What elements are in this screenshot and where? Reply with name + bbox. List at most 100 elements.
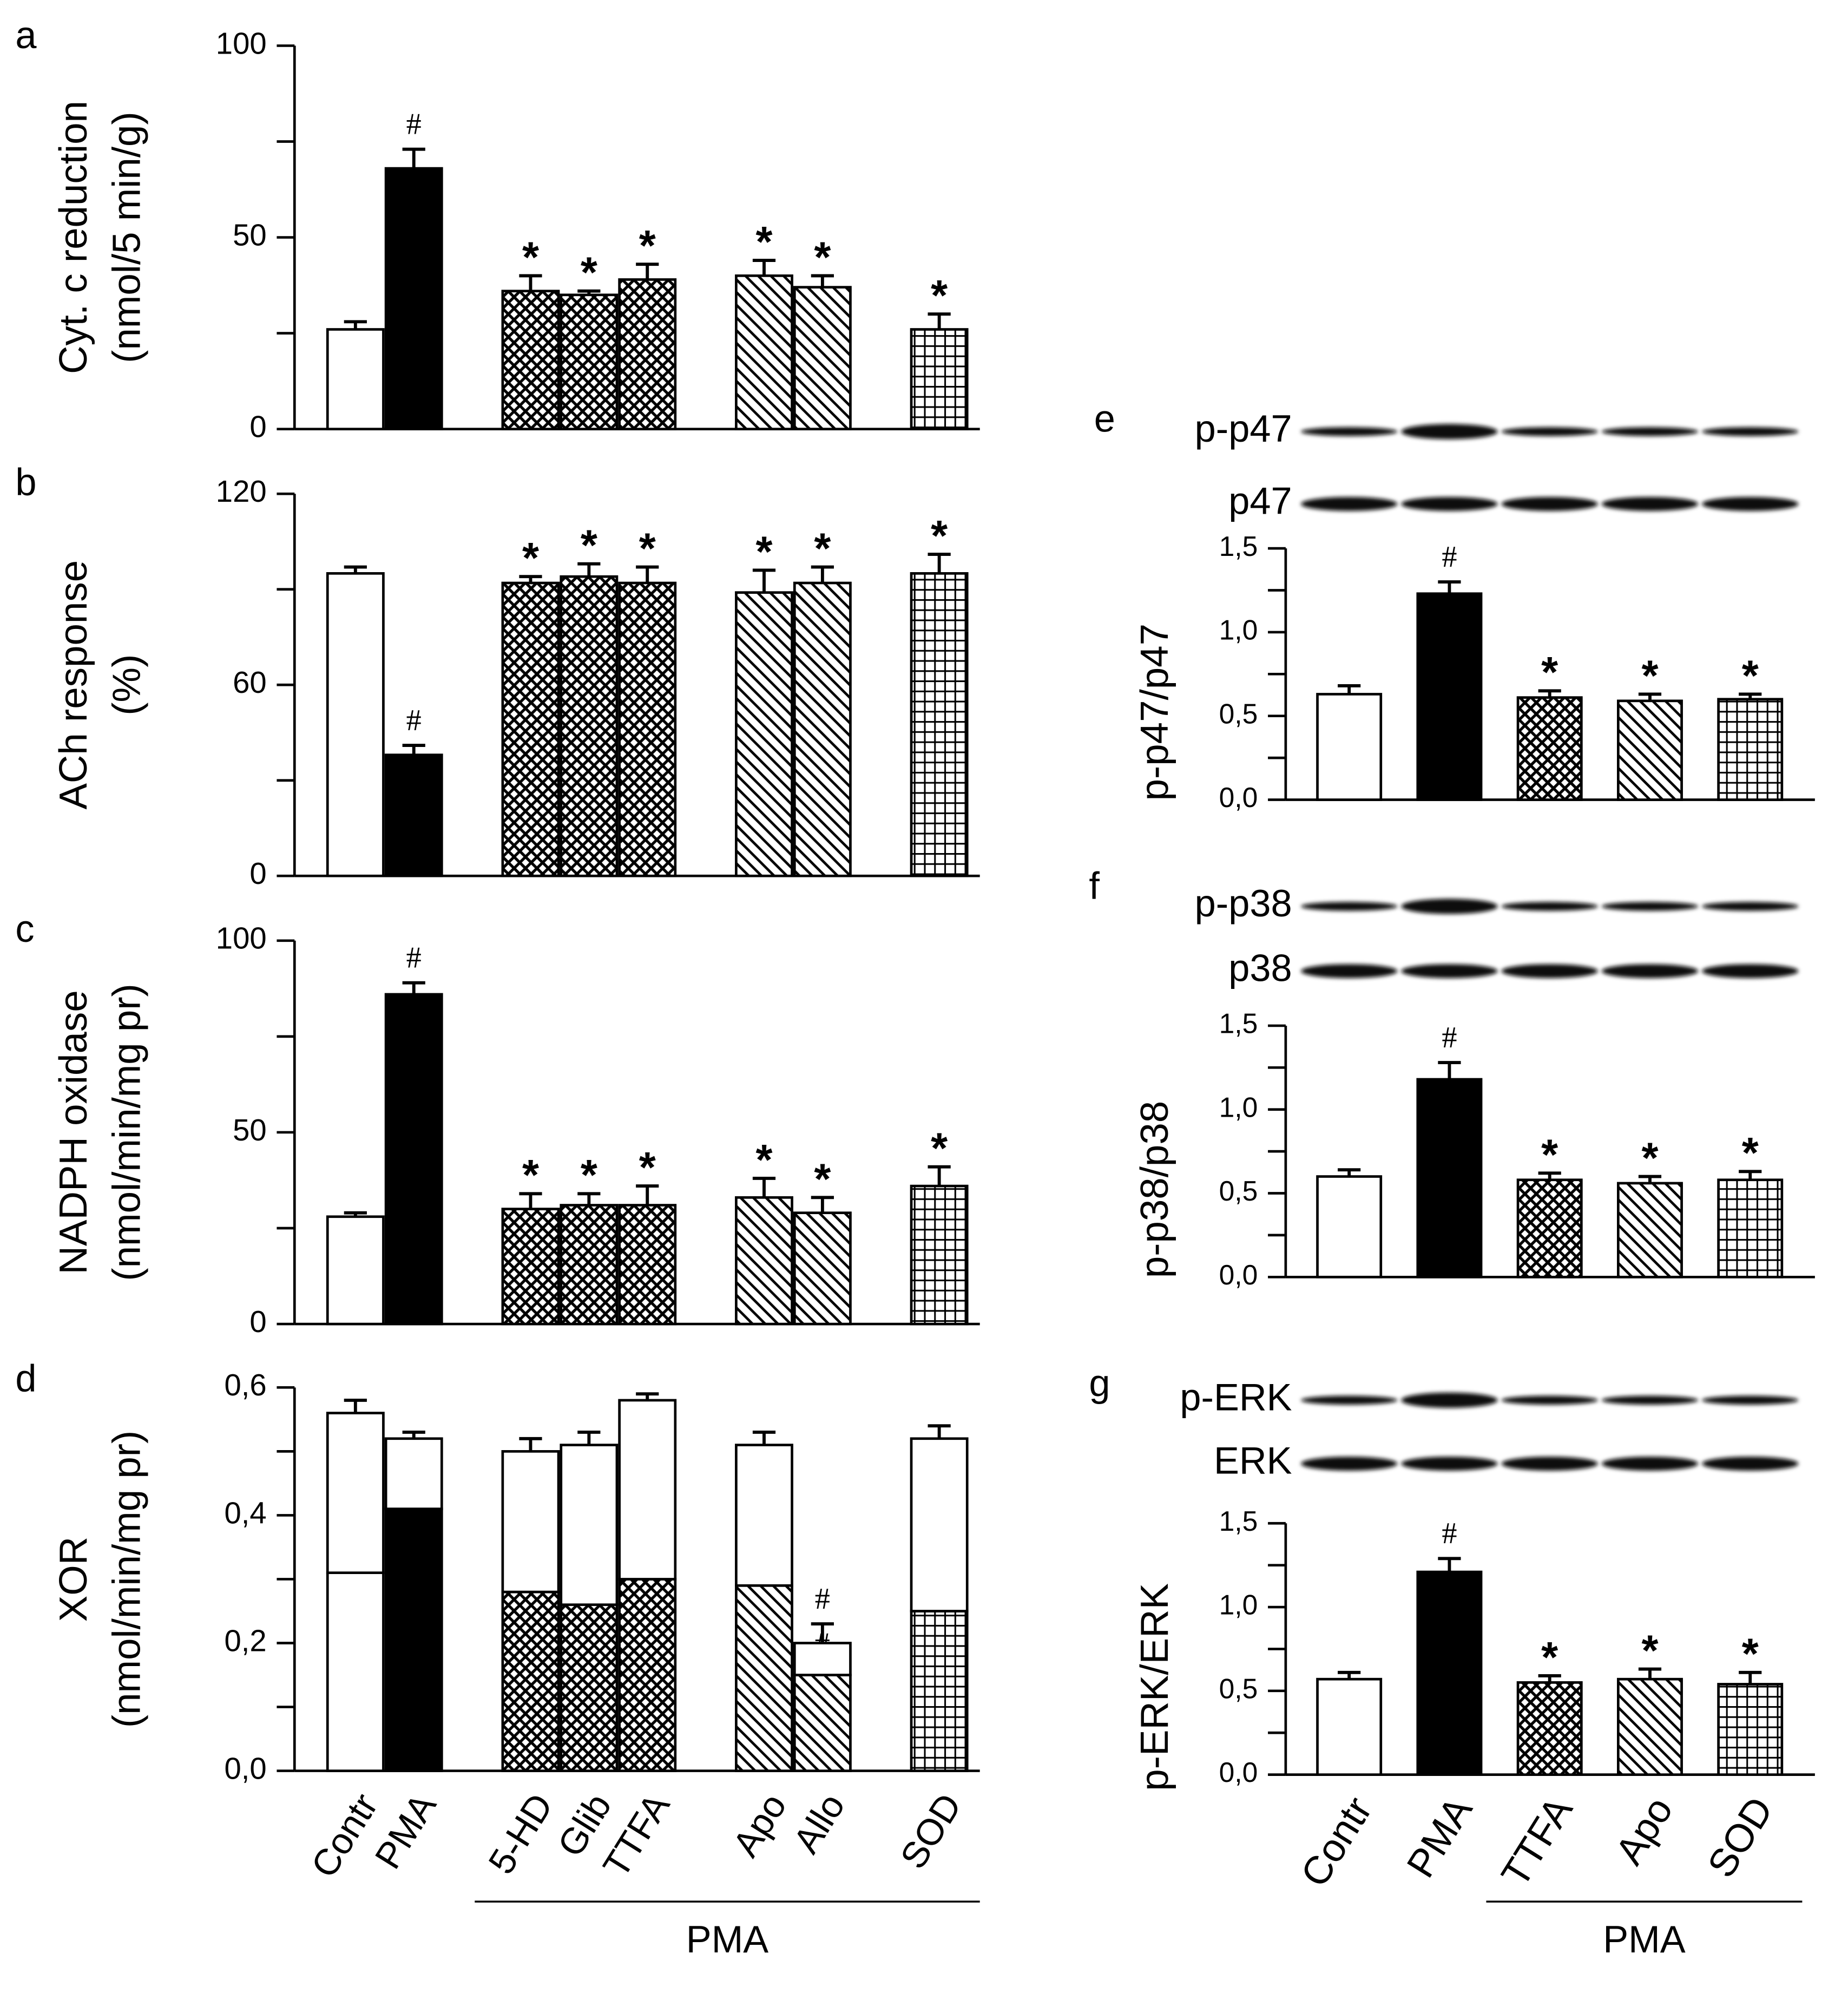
bar xyxy=(793,1642,852,1676)
error-bar xyxy=(519,274,542,291)
y-tick-label: 0,0 xyxy=(1219,782,1258,813)
bar xyxy=(1616,699,1683,801)
bar xyxy=(618,1399,677,1581)
blot-band xyxy=(1301,902,1398,911)
error-bar xyxy=(402,147,425,169)
error-bar xyxy=(1538,689,1561,698)
annotation: * xyxy=(1541,1633,1558,1681)
bar xyxy=(560,293,619,431)
blot-band xyxy=(1501,1457,1598,1471)
error-bar xyxy=(1638,692,1662,701)
error-bar xyxy=(1739,1670,1762,1684)
error-bar xyxy=(1538,1171,1561,1180)
annotation: # xyxy=(406,108,422,141)
bar xyxy=(501,581,560,877)
annotation: * xyxy=(1541,1130,1558,1178)
annotation: * xyxy=(522,1151,539,1199)
bar xyxy=(384,753,443,877)
bar xyxy=(326,1215,385,1326)
annotation: * xyxy=(1641,1627,1658,1675)
blot-label: p-p47 xyxy=(1195,407,1292,450)
bar xyxy=(384,1507,443,1772)
bar xyxy=(1416,1078,1483,1279)
annotation: * xyxy=(755,527,772,575)
y-tick-label: 100 xyxy=(216,26,267,60)
bar xyxy=(793,1674,852,1772)
annotation: * xyxy=(1641,1134,1658,1182)
y-tick-label: 120 xyxy=(216,474,267,508)
error-bar xyxy=(1638,1667,1662,1680)
bar xyxy=(910,572,969,877)
error-bar xyxy=(402,981,425,994)
blot-band xyxy=(1301,1395,1398,1405)
blot-band xyxy=(1601,1395,1699,1405)
error-bar xyxy=(1438,1061,1461,1080)
annotation: * xyxy=(581,248,597,297)
y-axis-label: p-p38/p38 xyxy=(1133,1101,1176,1278)
bar xyxy=(793,286,852,431)
bar xyxy=(910,1437,969,1612)
y-tick-label: 0 xyxy=(249,410,266,444)
annotation: * xyxy=(931,1124,948,1172)
bar xyxy=(1616,1677,1683,1776)
error-bar xyxy=(928,1424,951,1439)
y-axis-label: (nmol/5 min/g) xyxy=(105,112,149,363)
bar xyxy=(1516,1681,1583,1776)
error-bar xyxy=(752,1176,776,1198)
bar xyxy=(735,1196,793,1326)
annotation: * xyxy=(639,1143,656,1191)
blot-band xyxy=(1401,1457,1498,1471)
error-bar xyxy=(1538,1674,1561,1683)
error-bar xyxy=(402,1431,425,1439)
error-bar xyxy=(1638,1175,1662,1183)
annotation: * xyxy=(1641,651,1658,699)
y-tick-label: 0,4 xyxy=(224,1496,266,1530)
panel-letter: e xyxy=(1094,397,1115,440)
bar xyxy=(384,993,443,1326)
annotation: * xyxy=(814,525,831,573)
annotation: * xyxy=(931,271,948,319)
annotation: # xyxy=(1442,1021,1457,1054)
blot-label: ERK xyxy=(1214,1439,1292,1482)
bar xyxy=(910,328,969,431)
bar xyxy=(735,591,793,877)
y-tick-label: 0,0 xyxy=(1219,1259,1258,1290)
blot-band xyxy=(1301,497,1398,511)
y-tick-label: 0,0 xyxy=(1219,1756,1258,1788)
annotation: * xyxy=(1541,648,1558,696)
error-bar xyxy=(636,565,659,584)
y-axis-label: XOR xyxy=(51,1537,95,1622)
y-tick-label: 1,0 xyxy=(1219,1589,1258,1621)
y-axis-label: p-p47/p47 xyxy=(1133,624,1176,801)
bar xyxy=(735,274,793,431)
error-bar xyxy=(928,553,951,574)
y-tick-label: 1,0 xyxy=(1219,1091,1258,1123)
blot-band xyxy=(1501,964,1598,978)
y-axis-label: p-ERK/ERK xyxy=(1133,1583,1176,1791)
blot-band xyxy=(1401,1392,1498,1408)
y-tick-label: 0,5 xyxy=(1219,1673,1258,1704)
annotation: * xyxy=(581,521,597,569)
error-bar xyxy=(1739,692,1762,699)
blot-band xyxy=(1501,902,1598,911)
bar xyxy=(501,1208,560,1326)
bar xyxy=(910,1610,969,1772)
annotation: * xyxy=(814,233,831,281)
blot-band xyxy=(1301,1457,1398,1471)
annotation: * xyxy=(522,233,539,281)
bar xyxy=(735,1584,793,1772)
y-tick-label: 50 xyxy=(233,1113,267,1147)
panel-letter: d xyxy=(15,1356,36,1399)
blot-band xyxy=(1301,964,1398,978)
error-bar xyxy=(752,259,776,276)
error-bar xyxy=(811,1196,834,1213)
panel-letter: c xyxy=(15,907,34,950)
y-tick-label: 0,2 xyxy=(224,1623,266,1657)
error-bar xyxy=(1338,684,1361,694)
annotation: # xyxy=(406,941,422,975)
bar xyxy=(910,1184,969,1326)
bar xyxy=(501,1450,560,1594)
y-tick-label: 1,5 xyxy=(1219,1008,1258,1039)
error-bar xyxy=(811,1622,834,1643)
annotation: * xyxy=(1742,1129,1759,1177)
